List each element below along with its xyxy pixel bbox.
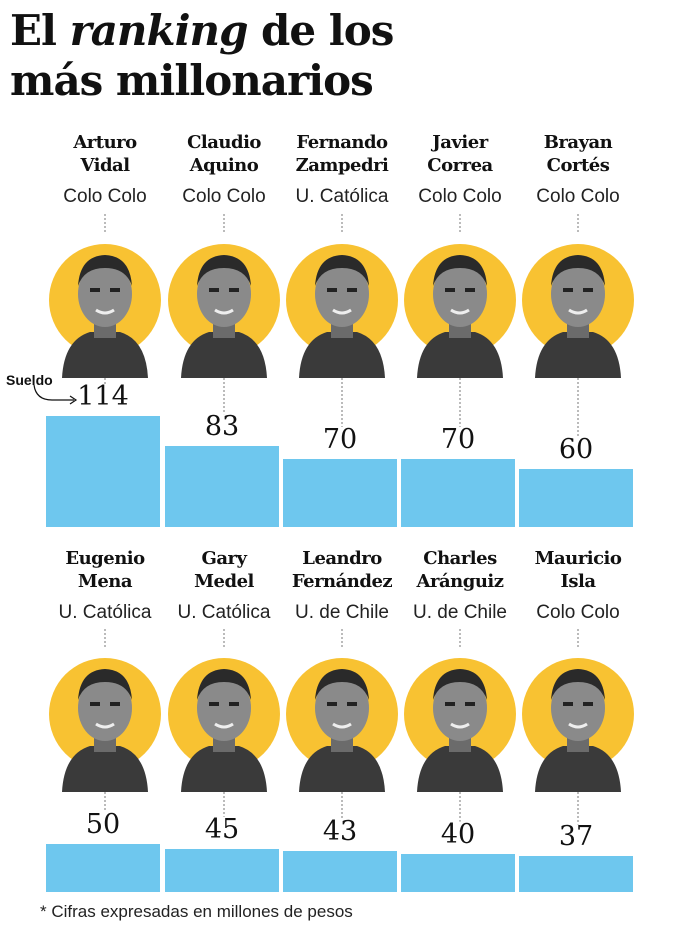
- player-label: Leandro Fernández U. de Chile: [283, 547, 401, 625]
- bar-value-label: 114: [77, 381, 129, 412]
- player-name-last: Vidal: [80, 155, 130, 176]
- player-label: Brayan Cortés Colo Colo: [519, 131, 637, 209]
- player-portrait-icon: [168, 658, 280, 792]
- title-part-2: de los: [247, 6, 394, 55]
- salary-bar: [401, 458, 515, 527]
- salary-bar: [283, 850, 397, 892]
- player-portrait-icon: [522, 658, 634, 792]
- title-emphasis: ranking: [69, 6, 249, 55]
- player-portrait-icon: [286, 244, 398, 378]
- player-portrait-icon: [404, 244, 516, 378]
- player-name-first: Fernando: [296, 132, 388, 153]
- salary-bar: [519, 856, 633, 892]
- player-name-first: Gary: [201, 548, 247, 569]
- title-part-1: El: [10, 6, 70, 55]
- player-club: U. Católica: [177, 602, 271, 623]
- bar-value-label: 60: [558, 433, 594, 465]
- title-line-2: más millonarios: [10, 56, 374, 105]
- player-name-first: Eugenio: [65, 548, 145, 569]
- player-name-first: Mauricio: [534, 548, 622, 569]
- bar-value-label: 50: [85, 809, 121, 840]
- player-portrait-icon: [286, 658, 398, 792]
- player-name-last: Isla: [560, 571, 596, 592]
- player-club: Colo Colo: [536, 602, 620, 623]
- player-club: Colo Colo: [418, 186, 502, 207]
- player-name-first: Brayan: [543, 132, 613, 153]
- player-club: U. Católica: [58, 602, 152, 623]
- bar-value-label: 83: [204, 411, 240, 443]
- player-name-last: Aránguiz: [416, 571, 504, 592]
- player-club: U. de Chile: [413, 602, 507, 623]
- player-name-first: Leandro: [302, 548, 382, 569]
- player-name-first: Arturo: [73, 132, 137, 153]
- player-portrait-icon: [49, 244, 161, 378]
- player-label: Mauricio Isla Colo Colo: [519, 547, 637, 625]
- player-name-last: Aquino: [189, 155, 259, 176]
- player-name-last: Correa: [427, 155, 493, 176]
- player-label: Charles Aránguiz U. de Chile: [401, 547, 519, 625]
- player-name-last: Mena: [77, 571, 133, 592]
- player-portrait-icon: [522, 244, 634, 378]
- player-name-last: Medel: [194, 571, 254, 592]
- player-club: Colo Colo: [63, 186, 147, 207]
- bar-value-label: 70: [322, 423, 358, 455]
- player-portrait-icon: [404, 658, 516, 792]
- player-club: U. de Chile: [295, 602, 389, 623]
- player-label: Javier Correa Colo Colo: [401, 131, 519, 209]
- salary-bar: [401, 853, 515, 892]
- salary-bar: [165, 848, 279, 892]
- player-club: U. Católica: [295, 186, 389, 207]
- player-label: Claudio Aquino Colo Colo: [165, 131, 283, 209]
- bar-value-label: 70: [440, 423, 476, 455]
- player-club: Colo Colo: [536, 186, 620, 207]
- player-name-first: Claudio: [187, 132, 261, 153]
- player-label: Fernando Zampedri U. Católica: [283, 131, 401, 209]
- bar-value-label: 37: [558, 821, 594, 853]
- player-label: Eugenio Mena U. Católica: [46, 547, 164, 625]
- salary-bar: [165, 446, 279, 527]
- salary-bar: [283, 458, 397, 527]
- player-portrait-icon: [49, 658, 161, 792]
- footnote: * Cifras expresadas en millones de pesos: [40, 902, 353, 921]
- salary-bar: [46, 844, 160, 892]
- player-portrait-icon: [168, 244, 280, 378]
- player-label: Arturo Vidal Colo Colo: [46, 131, 164, 209]
- player-club: Colo Colo: [182, 186, 266, 207]
- salary-bar: [46, 416, 160, 527]
- player-name-last: Fernández: [291, 571, 393, 592]
- page-title: El ranking de los más millonarios: [10, 6, 394, 106]
- player-name-first: Charles: [423, 548, 497, 569]
- bar-value-label: 40: [440, 818, 476, 850]
- sueldo-label: Sueldo: [6, 372, 53, 388]
- player-name-last: Cortés: [546, 155, 610, 176]
- bar-value-label: 43: [322, 815, 358, 847]
- player-label: Gary Medel U. Católica: [165, 547, 283, 625]
- player-name-last: Zampedri: [295, 155, 389, 176]
- salary-bar: [519, 468, 633, 527]
- bar-value-label: 45: [204, 813, 240, 845]
- player-name-first: Javier: [432, 132, 488, 153]
